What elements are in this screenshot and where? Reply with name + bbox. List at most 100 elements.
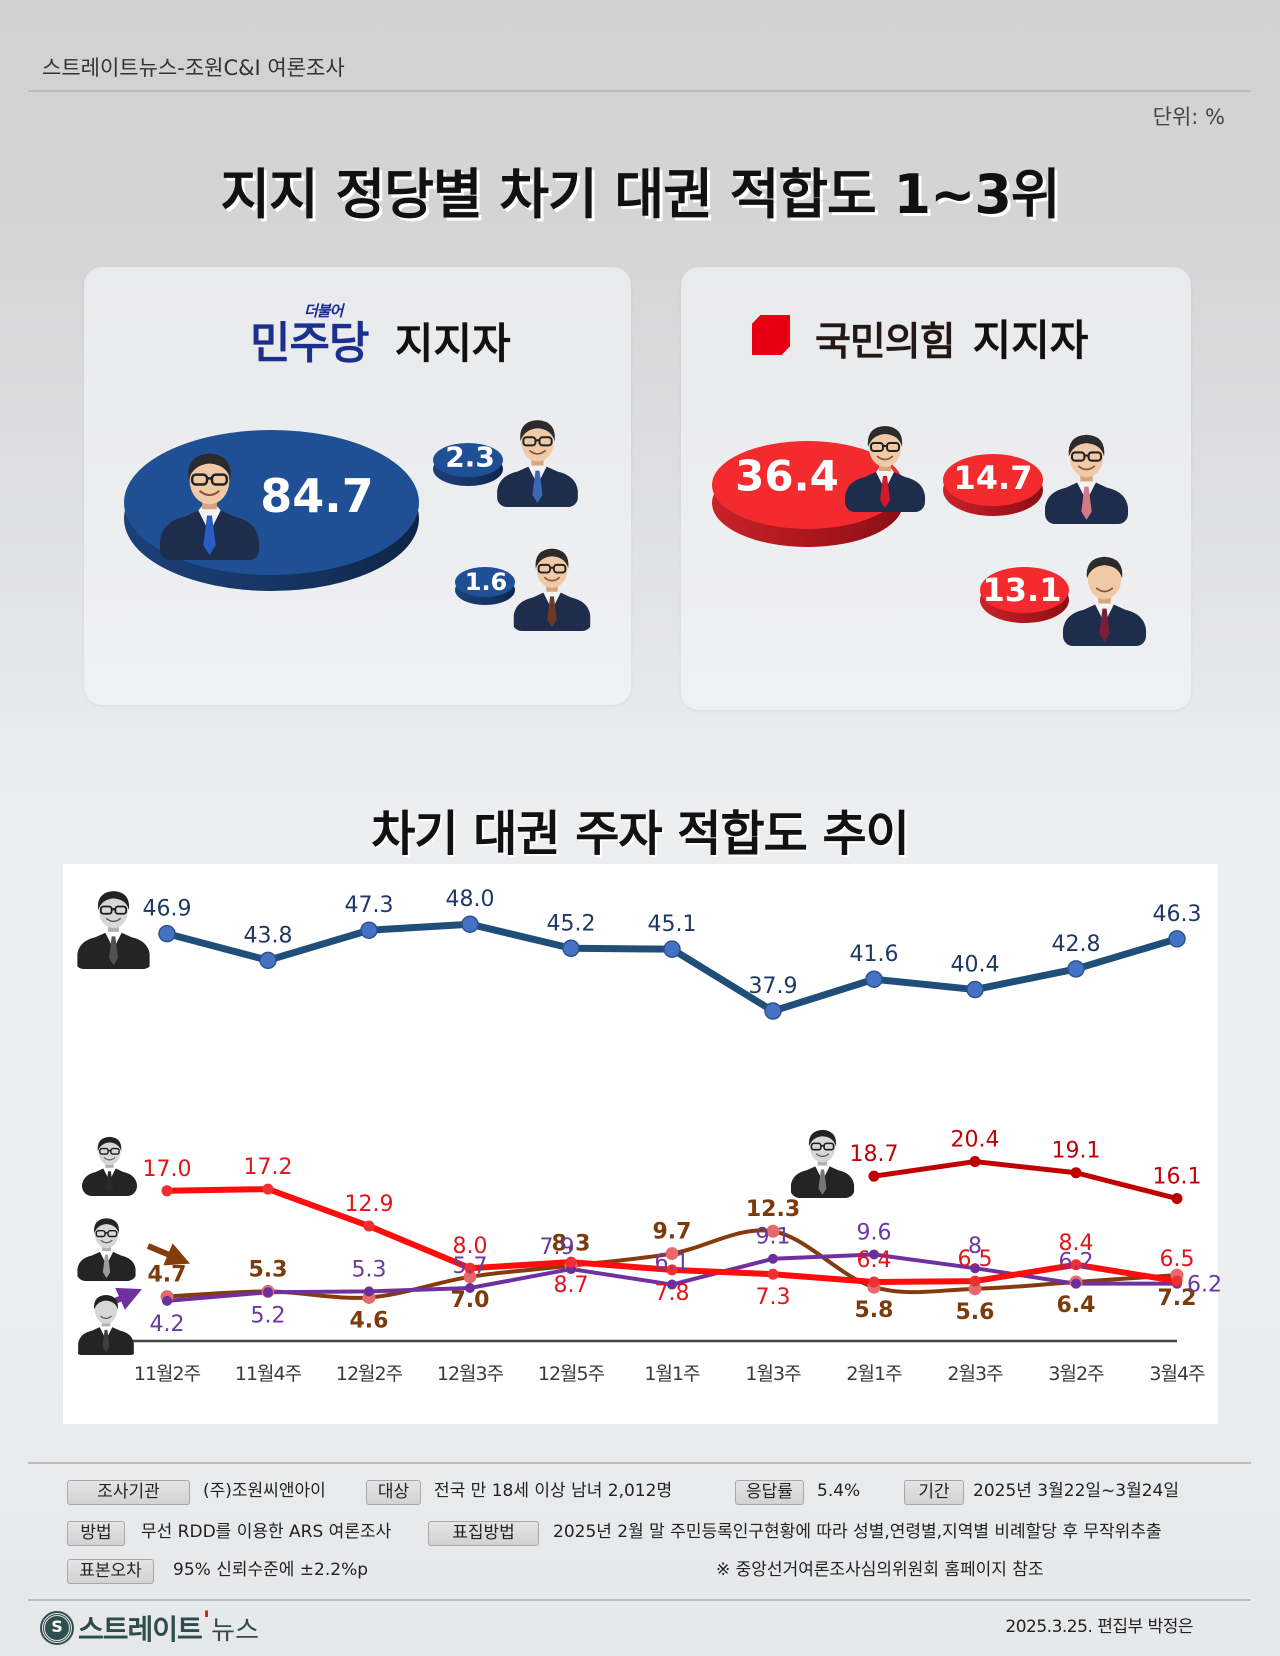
chart-series-layer: 11월2주 11월4주 12월2주 12월3주 12월5주 1월1주 1월3주 2월1주 2월3… — [134, 887, 1222, 1385]
x-axis-label: 11월2주 — [134, 1363, 201, 1385]
purple-value-label: 4.2 — [150, 1312, 185, 1337]
candidate-photo-rank-2 — [497, 410, 578, 507]
blue-value-label: 46.9 — [143, 897, 192, 922]
ppp-logo-icon — [752, 315, 790, 355]
survey-period-value: 2025년 3월22일~3월24일 — [973, 1481, 1180, 1501]
darkred-data-point — [868, 1170, 880, 1182]
x-axis-label: 12월5주 — [538, 1363, 605, 1385]
democratic-panel-title: 더불어 민주당 지지자 — [250, 302, 511, 371]
brown-value-label: 5.3 — [249, 1257, 288, 1282]
purple-data-point — [1071, 1278, 1081, 1289]
brown-data-point — [665, 1247, 679, 1261]
red-data-point — [1171, 1275, 1183, 1287]
purple-value-label: 6.2 — [1187, 1273, 1222, 1298]
red-value-label: 8.0 — [453, 1234, 488, 1259]
survey-method-label: 방법 — [67, 1521, 125, 1546]
straight-news-logo: S 스트레이트 ' 뉴스 — [40, 1606, 260, 1648]
candidate-photo-rank-3 — [512, 539, 592, 631]
democratic-supporters-panel: 더불어 민주당 지지자 84.7 2.3 1.6 — [84, 267, 631, 705]
result-disc-rank-3 — [980, 567, 1069, 623]
purple-data-point — [869, 1249, 879, 1260]
red-data-point — [666, 1264, 678, 1276]
darkred-value-label: 16.1 — [1153, 1165, 1202, 1190]
x-axis-label: 1월1주 — [644, 1363, 700, 1385]
survey-margin-label: 표본오차 — [67, 1559, 154, 1584]
x-axis-label: 12월2주 — [336, 1363, 403, 1385]
header-divider — [28, 90, 1251, 92]
purple-series-candidate-photo — [72, 1288, 140, 1355]
purple-data-point — [263, 1287, 273, 1298]
result-disc-rank-2 — [433, 443, 503, 486]
result-disc-rank-1 — [124, 430, 419, 591]
party-name-text: 민주당 — [250, 318, 369, 369]
blue-data-point — [1067, 960, 1085, 978]
blue-data-point — [663, 940, 681, 958]
red-value-label: 12.9 — [345, 1192, 394, 1217]
survey-period-label: 기간 — [904, 1480, 964, 1505]
blue-value-label: 47.3 — [345, 893, 394, 918]
ppp-panel-title: 국민의힘 지지자 — [815, 307, 1088, 368]
brown-series-candidate-photo — [76, 1211, 137, 1281]
party-name-democratic: 더불어 민주당 — [250, 302, 383, 369]
result-disc-rank-3 — [455, 567, 515, 605]
brown-value-label: 6.4 — [1057, 1293, 1096, 1318]
purple-value-label: 9.1 — [756, 1225, 791, 1250]
brown-series-arrow-icon — [146, 1243, 191, 1266]
blue-data-point — [562, 939, 580, 958]
purple-value-label: 6.1 — [655, 1251, 690, 1276]
party-name-prefix: 더불어 — [304, 302, 343, 320]
logo-sub-text: 뉴스 — [211, 1615, 260, 1646]
result-disc-rank-2 — [943, 454, 1043, 516]
purple-data-point — [465, 1282, 475, 1293]
candidate-photo-rank-2 — [1045, 422, 1128, 524]
purple-value-label: 5.2 — [251, 1303, 286, 1328]
blue-value-label: 42.8 — [1052, 932, 1101, 957]
purple-data-point — [667, 1279, 677, 1290]
result-value-rank-3: 1.6 — [464, 568, 508, 596]
survey-divider — [28, 1462, 1251, 1464]
publish-credit: 2025.3.25. 편집부 박정은 — [1005, 1617, 1193, 1637]
logo-s-icon: S — [40, 1611, 74, 1645]
survey-response-rate-value: 5.4% — [817, 1481, 861, 1501]
chart-canvas: 11월2주 11월4주 12월2주 12월3주 12월5주 1월1주 1월3주 2월1주 2월3… — [95, 887, 1222, 1385]
x-axis-label: 2월1주 — [846, 1363, 902, 1385]
survey-reference-note: ※ 중앙선거여론조사심의위원회 홈페이지 참조 — [716, 1560, 1044, 1580]
survey-target-label: 대상 — [366, 1480, 421, 1505]
supporters-label: 지지자 — [972, 316, 1089, 365]
survey-agency-value: (주)조원씨앤아이 — [203, 1481, 326, 1501]
blue-value-label: 43.8 — [244, 923, 293, 948]
candidate-photo-rank-1 — [845, 408, 925, 512]
red-series-candidate-photo — [82, 1128, 137, 1196]
red-data-point — [363, 1220, 375, 1232]
darkred-series-line — [871, 1159, 1180, 1202]
red-value-label: 8.7 — [554, 1273, 589, 1298]
brown-value-label: 7.0 — [451, 1288, 490, 1313]
survey-sampling-label: 표집방법 — [428, 1521, 539, 1546]
purple-value-label: 9.6 — [857, 1220, 892, 1245]
red-value-label: 6.5 — [958, 1247, 993, 1272]
darkred-value-label: 19.1 — [1052, 1139, 1101, 1164]
x-axis-label: 3월4주 — [1149, 1363, 1205, 1385]
red-data-point — [969, 1275, 981, 1287]
blue-data-point — [1168, 930, 1186, 948]
red-value-label: 17.0 — [143, 1157, 192, 1182]
red-value-label: 6.5 — [1160, 1247, 1195, 1272]
blue-value-label: 41.6 — [850, 942, 899, 967]
darkred-data-point — [1171, 1193, 1183, 1205]
brown-value-label: 4.7 — [148, 1263, 187, 1288]
red-value-label: 17.2 — [244, 1155, 293, 1180]
blue-data-point — [158, 924, 176, 943]
blue-series-candidate-photo — [74, 882, 153, 969]
darkred-value-label: 18.7 — [850, 1142, 899, 1167]
candidate-photo-rank-3 — [1063, 546, 1146, 646]
red-value-label: 8.4 — [1059, 1231, 1094, 1256]
brown-data-point — [766, 1224, 780, 1238]
brown-data-point — [968, 1282, 982, 1296]
purple-data-point — [970, 1263, 980, 1274]
blue-data-point — [865, 970, 883, 988]
blue-data-point — [360, 921, 378, 939]
purple-data-point — [364, 1286, 374, 1297]
brown-value-label: 9.7 — [653, 1220, 692, 1245]
brown-value-label: 8.3 — [552, 1232, 591, 1257]
trend-section-title: 차기 대권 주자 적합도 추이 — [371, 806, 910, 862]
